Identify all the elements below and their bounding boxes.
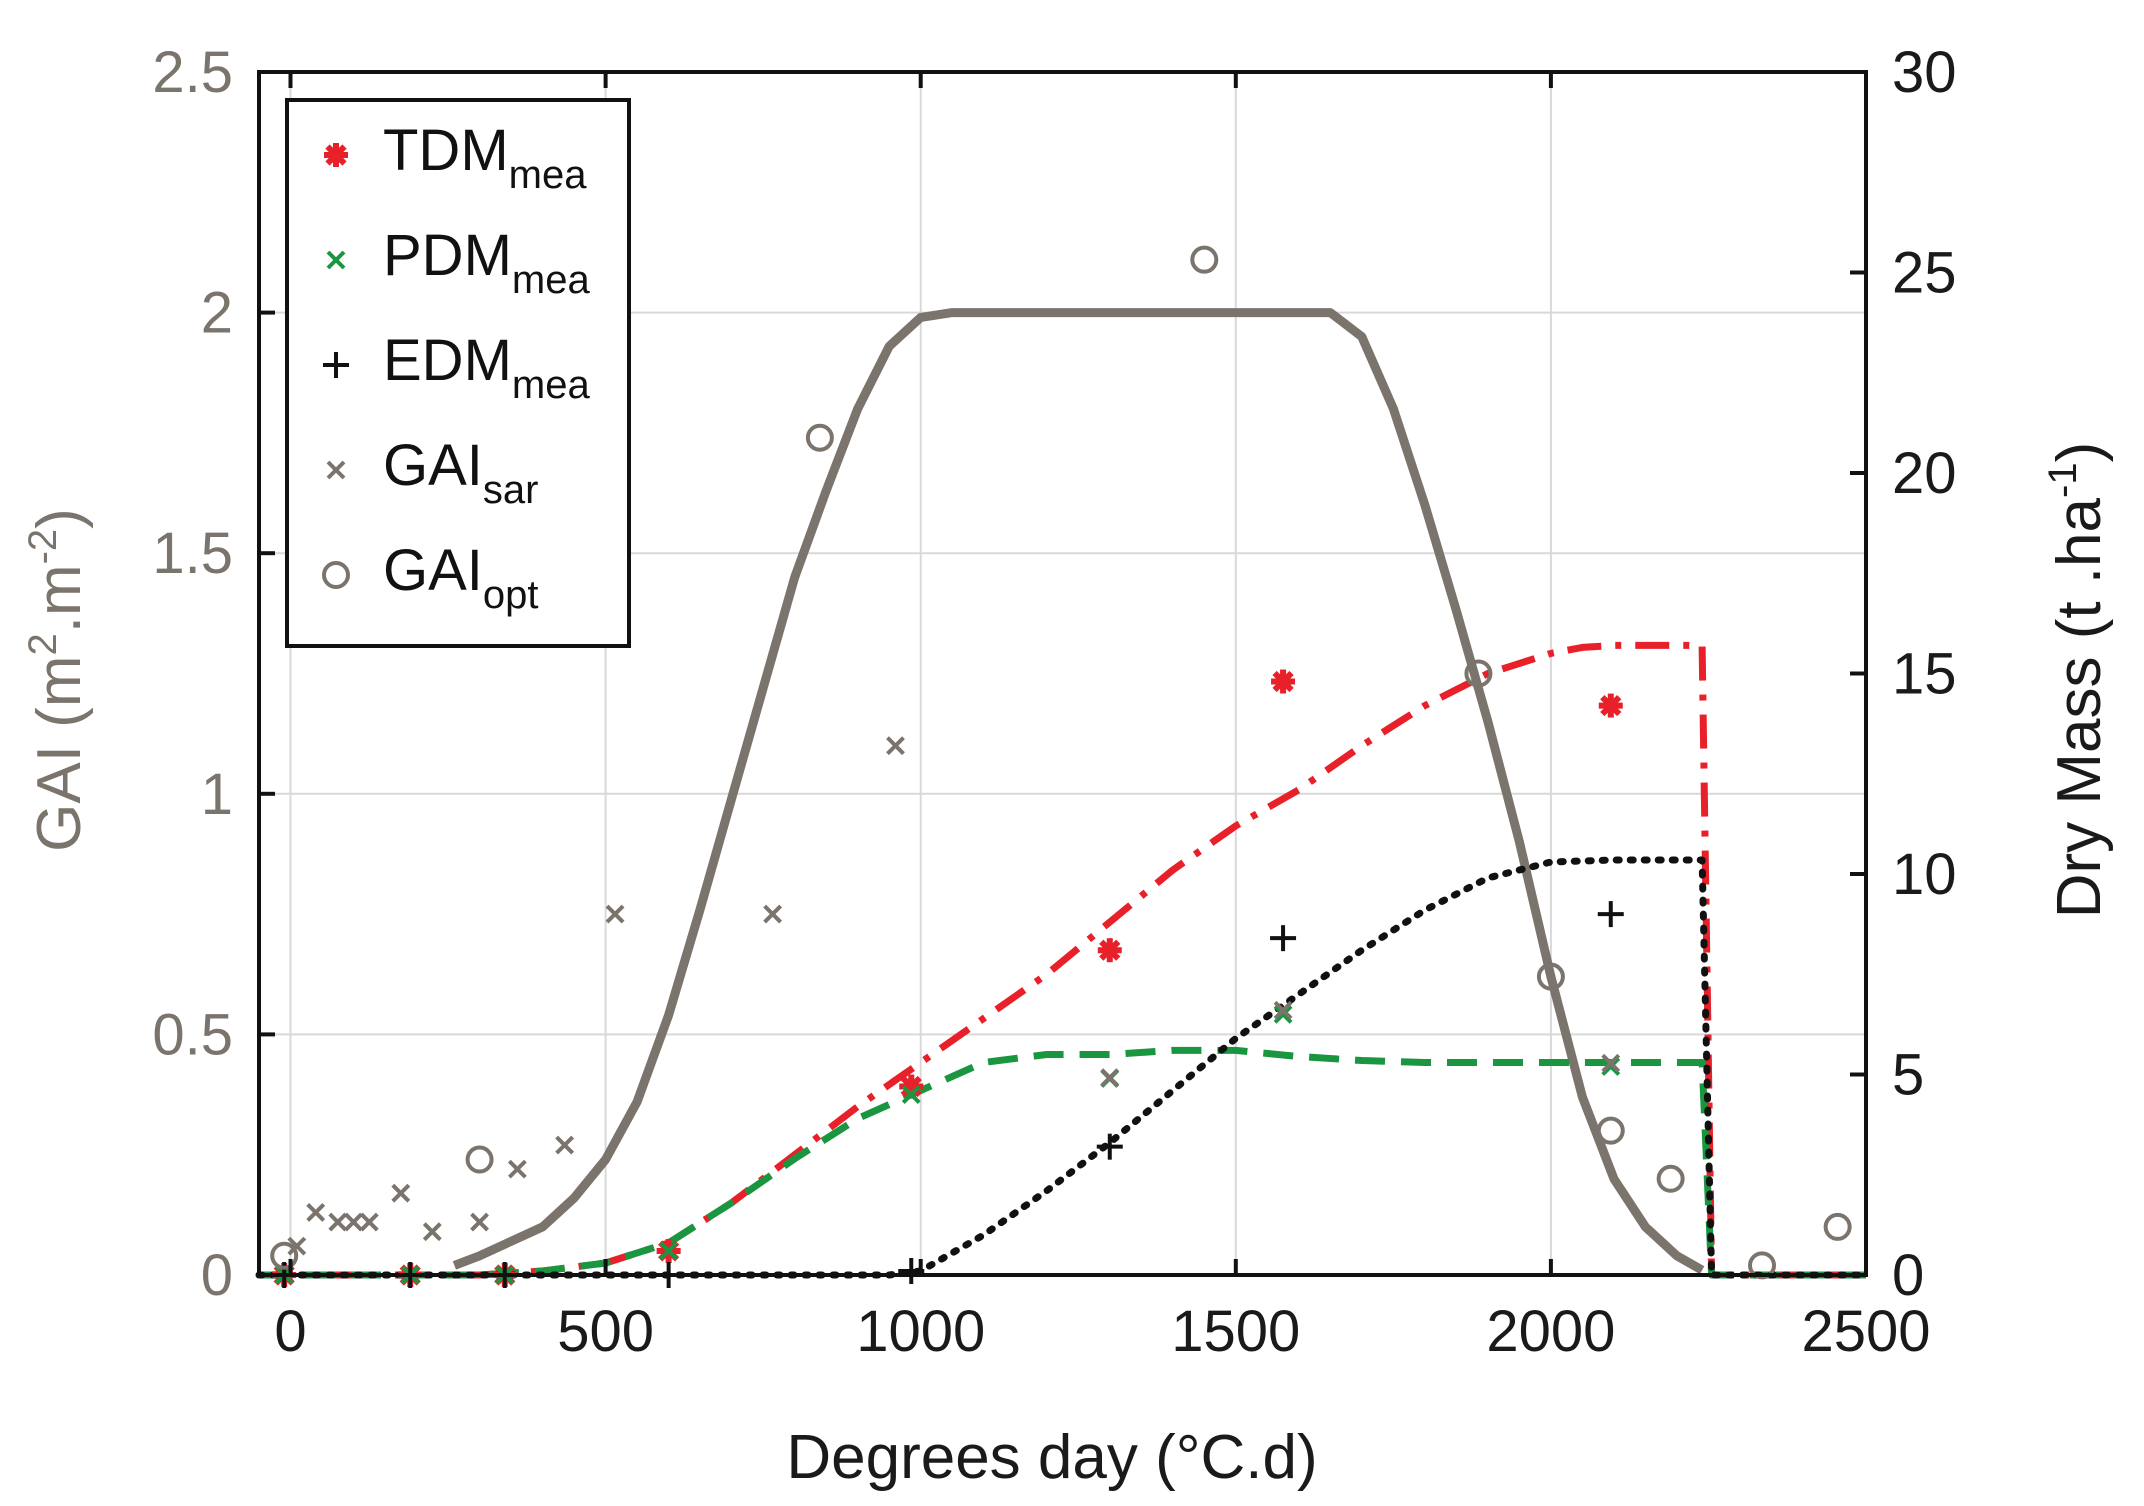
y-axis-right-label: Dry Mass (t .ha-1) [2041,442,2114,919]
edm-model-line [255,856,1870,1279]
legend-entry-pdm: PDMmea [383,223,590,302]
edm-mea-point [1096,1133,1123,1160]
edm-mea-point [1597,901,1624,928]
y-axis-left-label: GAI (m2.m-2) [21,508,94,852]
gai-sar-point [422,1222,442,1242]
legend-marker-0 [324,143,348,167]
x-tick-label: 2000 [1486,1299,1615,1364]
y-right-tick-label: 10 [1892,842,1957,907]
gai-opt-point [1190,245,1219,274]
gai-sar-point [391,1183,411,1203]
gai-sar-point [344,1212,363,1232]
gai-sar-point [1100,1068,1120,1088]
pdm-mea-point [1601,1057,1621,1076]
legend-marker-4 [322,561,350,589]
ticks: 0 500 1000 1500 2000 250000.511.522.505101520… [152,40,1956,1364]
tdm-mea-point [1097,938,1122,963]
y-right-tick-label: 15 [1892,642,1957,707]
gai-opt-point [465,1145,494,1174]
gai-opt-point [805,423,834,452]
y-right-tick-label: 25 [1892,241,1957,306]
gai-sar-point [287,1236,307,1256]
gai-sar-point [1273,1000,1293,1020]
legend-markers [322,143,350,589]
gai-sar-point [886,736,905,756]
gai-opt-point [1823,1212,1852,1241]
gai-sar-point [306,1203,326,1222]
gai-sar-point [1601,1053,1621,1073]
gai-sar-point [507,1159,527,1179]
y-right-tick-label: 20 [1892,441,1957,506]
legend: TDMmea PDMmea EDMmea GAIsar GAIopt [285,98,631,648]
pdm-mea-point [659,1241,679,1261]
legend-entry-gai-opt: GAIopt [383,538,539,617]
legend-marker-3 [326,460,346,480]
tdm-mea-point [1271,669,1296,694]
y-left-tick-label: 1.5 [152,521,233,586]
x-tick-label: 2500 [1801,1299,1930,1364]
y-left-tick-label: 0 [201,1243,233,1308]
legend-box [285,98,631,648]
legend-marker-1 [326,250,346,270]
gai-opt-point [1536,962,1565,991]
gai-sar-point [555,1135,575,1155]
legend-entry-edm: EDMmea [383,328,590,407]
gai-sar-point [470,1212,489,1232]
tdm-mea-point [1598,693,1623,718]
gai-sar-point [359,1212,379,1232]
y-left-tick-label: 1 [201,762,233,827]
legend-entry-gai-sar: GAIsar [383,433,539,512]
gai-opt-point [1656,1164,1685,1193]
legend-entry-tdm: TDMmea [383,118,587,197]
y-left-tick-label: 2 [201,281,233,346]
pdm-model-line [259,1046,1866,1279]
gai-opt-point [1748,1251,1777,1280]
gai-sar-point [605,904,625,924]
gai-model-line [452,308,1705,1275]
y-right-tick-label: 30 [1892,40,1957,105]
gai-sar-point [328,1212,348,1232]
x-tick-label: 500 [557,1299,654,1364]
x-tick-label: 1500 [1171,1299,1300,1364]
gai-opt-point [1596,1116,1625,1145]
y-left-tick-label: 2.5 [152,40,233,105]
x-axis-label: Degrees day (°C.d) [786,1423,1317,1492]
gai-opt-point [270,1241,299,1270]
x-tick-label: 1000 [856,1299,985,1364]
y-right-tick-label: 0 [1892,1243,1924,1308]
edm-mea-point [1270,925,1297,952]
gai-sar-point [763,904,783,924]
pdm-mea-point [1273,1004,1293,1024]
pdm-mea-point [901,1085,921,1104]
gai-opt-point [1464,659,1493,688]
y-left-tick-label: 0.5 [152,1002,233,1067]
legend-marker-2 [323,352,349,378]
x-tick-label: 0 [274,1299,306,1364]
y-right-tick-label: 5 [1892,1043,1924,1108]
